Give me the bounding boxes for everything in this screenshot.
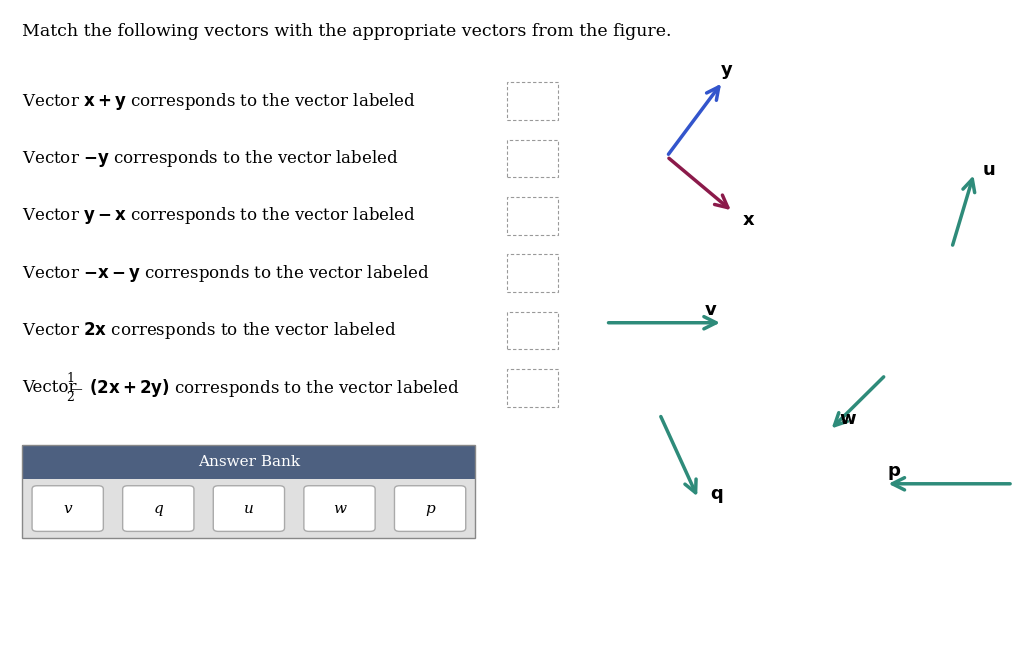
Text: q: q xyxy=(154,501,163,516)
Text: p: p xyxy=(426,501,435,516)
Text: u: u xyxy=(244,501,253,516)
Text: ―: ― xyxy=(71,384,82,394)
Text: w: w xyxy=(840,409,856,428)
FancyBboxPatch shape xyxy=(22,445,475,479)
Text: $\mathbf{(2x + 2y)}$ corresponds to the vector labeled: $\mathbf{(2x + 2y)}$ corresponds to the … xyxy=(89,377,459,399)
Text: Vector $\mathbf{y − x}$ corresponds to the vector labeled: Vector $\mathbf{y − x}$ corresponds to t… xyxy=(22,205,416,226)
Text: Match the following vectors with the appropriate vectors from the figure.: Match the following vectors with the app… xyxy=(22,23,672,40)
FancyBboxPatch shape xyxy=(303,486,375,531)
Text: Vector: Vector xyxy=(22,379,82,396)
FancyBboxPatch shape xyxy=(122,486,193,531)
Text: w: w xyxy=(333,501,346,516)
Text: u: u xyxy=(983,160,996,179)
FancyBboxPatch shape xyxy=(394,486,465,531)
Text: v: v xyxy=(704,301,717,319)
Text: Vector $\mathbf{2x}$ corresponds to the vector labeled: Vector $\mathbf{2x}$ corresponds to the … xyxy=(22,320,397,341)
Text: Vector $\mathbf{−x − y}$ corresponds to the vector labeled: Vector $\mathbf{−x − y}$ corresponds to … xyxy=(22,263,431,284)
Text: x: x xyxy=(742,211,754,229)
Text: 2: 2 xyxy=(66,391,74,404)
Text: y: y xyxy=(721,61,733,79)
Text: Vector $\mathbf{x + y}$ corresponds to the vector labeled: Vector $\mathbf{x + y}$ corresponds to t… xyxy=(22,91,416,111)
Text: v: v xyxy=(63,501,72,516)
FancyBboxPatch shape xyxy=(213,486,284,531)
Text: p: p xyxy=(888,462,900,480)
Text: Vector $\mathbf{−y}$ corresponds to the vector labeled: Vector $\mathbf{−y}$ corresponds to the … xyxy=(22,148,399,169)
FancyBboxPatch shape xyxy=(22,479,475,538)
FancyBboxPatch shape xyxy=(33,486,104,531)
Text: 1: 1 xyxy=(66,372,74,385)
Text: Answer Bank: Answer Bank xyxy=(197,455,300,469)
Text: q: q xyxy=(711,484,723,503)
